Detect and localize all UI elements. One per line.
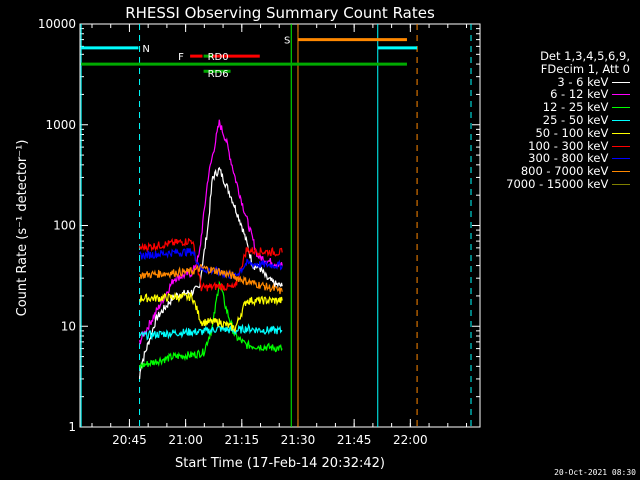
y-axis-label: Count Rate (s⁻¹ detector⁻¹): [15, 140, 30, 317]
x-axis-label: Start Time (17-Feb-14 20:32:42): [175, 456, 385, 471]
legend-swatch: [612, 132, 630, 134]
interval-label: S: [284, 36, 290, 47]
legend-label: 300 - 800 keV: [528, 151, 612, 166]
y-tick-label: 100: [53, 219, 76, 233]
series-line: [139, 291, 283, 333]
x-tick-label: 21:45: [337, 433, 372, 447]
legend-header: Det 1,3,4,5,6,9,: [540, 49, 630, 63]
y-tick-label: 1: [68, 420, 76, 434]
legend-label: 6 - 12 keV: [550, 87, 612, 102]
legend-entry: 3 - 6 keV: [506, 74, 630, 89]
legend-entry: 25 - 50 keV: [506, 114, 630, 127]
legend-label: 7000 - 15000 keV: [506, 176, 612, 191]
legend-swatch: [612, 158, 630, 160]
y-tick-label: 10: [61, 319, 76, 333]
y-tick-label: 1000: [45, 118, 76, 132]
legend-entry: 50 - 100 keV: [506, 125, 630, 140]
legend-label: 800 - 7000 keV: [520, 164, 612, 179]
series-line: [139, 119, 283, 345]
legend-swatch: [612, 81, 630, 83]
legend-swatch: [612, 145, 630, 147]
x-tick-label: 21:30: [281, 433, 316, 447]
chart-title: RHESSI Observing Summary Count Rates: [125, 4, 435, 22]
legend-label: 3 - 6 keV: [557, 74, 612, 89]
legend-entry: 100 - 300 keV: [506, 138, 630, 153]
legend-swatch: [612, 107, 630, 109]
legend-label: 100 - 300 keV: [528, 138, 612, 153]
interval-label: RD6: [208, 69, 229, 80]
series-line: [139, 280, 283, 370]
legend-swatch: [612, 171, 630, 173]
interval-label: F: [178, 52, 184, 63]
legend-label: 50 - 100 keV: [535, 125, 612, 140]
legend-swatch: [612, 183, 630, 185]
legend-entry: 7000 - 15000 keV: [506, 178, 630, 191]
y-tick-label: 10000: [38, 17, 76, 31]
x-tick-label: 21:15: [225, 433, 260, 447]
timestamp: 20-Oct-2021 08:30: [554, 468, 636, 477]
legend-entry: 800 - 7000 keV: [506, 165, 630, 178]
legend-swatch: [612, 94, 630, 96]
legend-entry: 300 - 800 keV: [506, 152, 630, 165]
x-tick-label: 22:00: [393, 433, 428, 447]
series-line: [139, 323, 283, 341]
interval-label: RD0: [208, 52, 229, 63]
interval-label: N: [142, 44, 149, 55]
series-line: [139, 237, 283, 292]
legend-header: FDecim 1, Att 0: [540, 61, 630, 76]
series-line: [139, 166, 283, 380]
x-tick-label: 21:00: [168, 433, 203, 447]
x-tick-label: 20:45: [112, 433, 147, 447]
series-line: [139, 264, 283, 295]
legend-entry: 6 - 12 keV: [506, 88, 630, 101]
legend-label: 12 - 25 keV: [542, 100, 612, 115]
legend-entry: 12 - 25 keV: [506, 101, 630, 114]
plot-area: 1 10 100 1000 10000 20:45 21:00 21:15 21:30 21:45…: [38, 17, 481, 447]
legend-swatch: [612, 119, 630, 121]
legend-label: 25 - 50 keV: [542, 112, 612, 127]
